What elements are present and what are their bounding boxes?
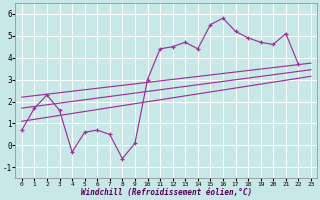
X-axis label: Windchill (Refroidissement éolien,°C): Windchill (Refroidissement éolien,°C) <box>81 188 252 197</box>
